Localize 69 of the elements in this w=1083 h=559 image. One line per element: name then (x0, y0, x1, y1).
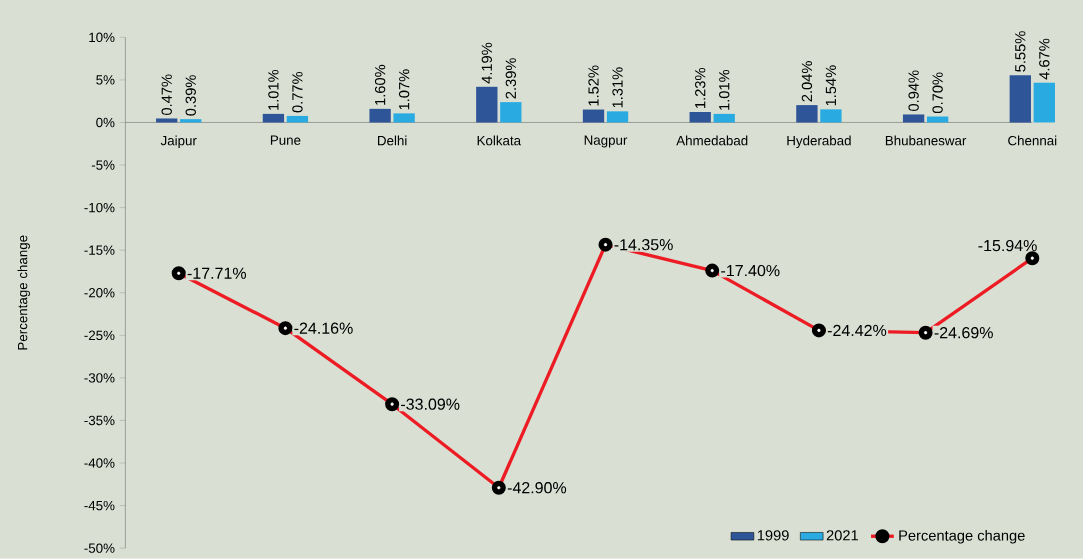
y-tick-label: -30% (84, 373, 115, 383)
data-label: 4.19% (481, 42, 493, 84)
bar (902, 114, 925, 123)
data-label: 0.77% (292, 72, 303, 113)
bar (689, 112, 711, 123)
data-label: 4.67% (1039, 38, 1050, 80)
y-tick-label: -45% (84, 500, 115, 511)
data-label: 0.70% (932, 72, 943, 114)
data-label: 1.31% (612, 67, 623, 108)
x-tick-label: Kolkata (477, 135, 522, 146)
data-label: 1.07% (398, 69, 410, 110)
bar (393, 113, 415, 123)
x-tick-label: Chennai (1008, 135, 1057, 146)
y-tick-label: 0% (96, 117, 115, 128)
data-label: 0.39% (185, 75, 196, 116)
bar (369, 108, 391, 123)
bar (820, 109, 842, 123)
data-label: 2.04% (801, 61, 813, 102)
data-label: -15.94% (978, 240, 1037, 252)
bar (713, 113, 735, 123)
data-label: 0.47% (161, 74, 172, 116)
data-label: -14.35% (614, 239, 673, 251)
x-tick-label: Delhi (378, 135, 407, 146)
data-label: 1.01% (268, 69, 279, 110)
data-label: 5.55% (1015, 31, 1026, 72)
data-label: 1.23% (695, 68, 706, 109)
data-label: -17.71% (187, 267, 247, 279)
data-label: 1.54% (825, 65, 837, 106)
y-tick-label: -15% (84, 245, 115, 255)
legend-label: Percentage change (899, 530, 1025, 544)
x-tick-label: Ahmedabad (676, 135, 748, 146)
y-tick-label: -40% (84, 458, 115, 468)
data-label: 0.94% (908, 70, 919, 112)
legend-label: 2021 (826, 530, 858, 541)
bar (796, 105, 818, 123)
y-tick-label: -5% (91, 160, 115, 170)
y-axis-title: Percentage change (17, 235, 30, 350)
x-tick-label: Jaipur (160, 135, 197, 149)
y-tick-label: -25% (84, 330, 115, 341)
y-tick-label: -20% (84, 288, 115, 298)
data-label: 1.01% (719, 69, 730, 110)
x-tick-label: Hyderabad (787, 135, 851, 149)
y-tick-label: 10% (89, 32, 115, 43)
bar (500, 102, 522, 123)
data-label: -24.69% (934, 327, 993, 339)
y-tick-label: -50% (84, 543, 115, 553)
bar (1009, 75, 1031, 123)
data-label: 1.60% (374, 64, 386, 105)
x-tick-label: Bhubaneswar (885, 135, 967, 146)
x-tick-label: Nagpur (584, 135, 628, 148)
bar (262, 113, 285, 123)
bar (606, 111, 629, 123)
y-tick-label: -10% (84, 202, 115, 213)
data-label: 1.52% (588, 65, 599, 106)
data-label: -42.90% (507, 482, 567, 494)
bar (582, 109, 605, 123)
bar (476, 86, 498, 123)
y-tick-label: -35% (84, 415, 115, 426)
legend-label: 1999 (757, 530, 789, 541)
data-label: -24.16% (294, 322, 353, 334)
y-tick-label: 5% (96, 75, 115, 85)
data-label: 2.39% (505, 58, 517, 99)
data-label: -24.42% (827, 324, 887, 337)
x-tick-label: Pune (270, 135, 301, 145)
bar (156, 118, 178, 123)
bar (1033, 82, 1055, 123)
bar (286, 116, 309, 123)
data-label: -33.09% (401, 398, 460, 410)
data-label: -17.40% (721, 265, 780, 277)
